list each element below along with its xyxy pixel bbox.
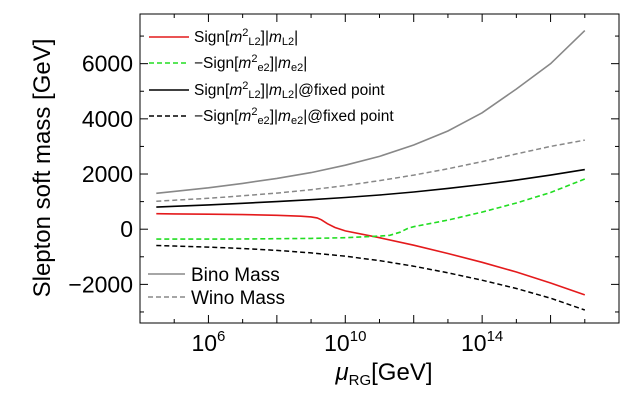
legend-subscript: e2 xyxy=(291,62,303,74)
legend-label-s4: −Sign[m2e2]|me2|@fixed point xyxy=(194,106,394,127)
x-tick-exponent: 10 xyxy=(350,328,367,345)
legend-symbol: m xyxy=(238,55,251,72)
x-tick-label: 106 xyxy=(191,328,225,356)
y-tick-label: 0 xyxy=(120,216,133,242)
legend-symbol: m xyxy=(229,29,242,46)
legend-symbol: m xyxy=(269,29,282,46)
x-tick-base: 10 xyxy=(324,330,350,356)
legend-label-s3: Sign[m2L2]|mL2|@fixed point xyxy=(194,80,385,101)
x-tick-label: 1010 xyxy=(324,328,366,356)
legend-text: | xyxy=(303,55,307,72)
x-tick-exponent: 6 xyxy=(217,328,225,345)
legend-text: | xyxy=(294,29,298,46)
legend-text: |@fixed point xyxy=(303,108,394,125)
legend-label-s1: Sign[m2L2]|mL2| xyxy=(194,27,298,48)
legend-symbol: m xyxy=(238,108,251,125)
x-axis-label: μRG[GeV] xyxy=(334,359,432,389)
series-line-wino xyxy=(156,139,585,203)
legend-subscript: e2 xyxy=(291,115,303,127)
legend: Sign[m2L2]|mL2|−Sign[m2e2]|me2|Sign[m2L2… xyxy=(148,27,394,309)
series-layer xyxy=(156,30,586,311)
legend-superscript: 2 xyxy=(242,80,248,92)
x-axis-label-unit: [GeV] xyxy=(371,359,432,386)
legend-text: |@fixed point xyxy=(294,82,385,99)
legend-text: Sign[ xyxy=(194,82,230,99)
x-tick-base: 10 xyxy=(461,330,487,356)
legend-subscript: e2 xyxy=(257,62,269,74)
x-tick-label: 1014 xyxy=(461,328,503,356)
legend-superscript: 2 xyxy=(242,27,248,39)
legend-superscript: 2 xyxy=(251,106,257,118)
legend-subscript: L2 xyxy=(248,36,260,48)
series-line-s2 xyxy=(156,178,586,240)
legend-subscript: L2 xyxy=(248,89,260,101)
legend-text: ]| xyxy=(270,55,278,72)
legend-symbol: m xyxy=(269,82,282,99)
y-tick-label: 2000 xyxy=(82,161,133,187)
legend-text: −Sign[ xyxy=(194,55,239,72)
legend-label-bino: Bino Mass xyxy=(191,265,280,286)
legend-superscript: 2 xyxy=(251,53,257,65)
series-line-bino xyxy=(156,30,586,195)
x-axis-label-base: μ xyxy=(334,359,348,386)
legend-text: ]| xyxy=(261,29,269,46)
y-tick-label: 4000 xyxy=(82,106,133,132)
legend-label-wino: Wino Mass xyxy=(191,288,285,309)
legend-subscript: L2 xyxy=(282,89,294,101)
legend-symbol: m xyxy=(278,108,291,125)
legend-label-s2: −Sign[m2e2]|me2| xyxy=(194,53,307,74)
legend-text: ]| xyxy=(261,82,269,99)
x-tick-exponent: 14 xyxy=(487,328,504,345)
series-line-s3 xyxy=(156,168,585,208)
x-axis-label-sub: RG xyxy=(349,372,372,389)
legend-subscript: L2 xyxy=(282,36,294,48)
series-line-s1 xyxy=(156,212,586,296)
legend-symbol: m xyxy=(229,82,242,99)
y-tick-label: 6000 xyxy=(82,51,133,77)
legend-text: Sign[ xyxy=(194,29,230,46)
y-axis-label: Slepton soft mass [GeV] xyxy=(29,39,56,298)
y-tick-label: −2000 xyxy=(68,271,133,297)
legend-text: ]| xyxy=(270,108,278,125)
series-line-s4 xyxy=(156,244,586,311)
x-tick-base: 10 xyxy=(191,330,217,356)
legend-subscript: e2 xyxy=(257,115,269,127)
legend-text: −Sign[ xyxy=(194,108,239,125)
legend-symbol: m xyxy=(278,55,291,72)
